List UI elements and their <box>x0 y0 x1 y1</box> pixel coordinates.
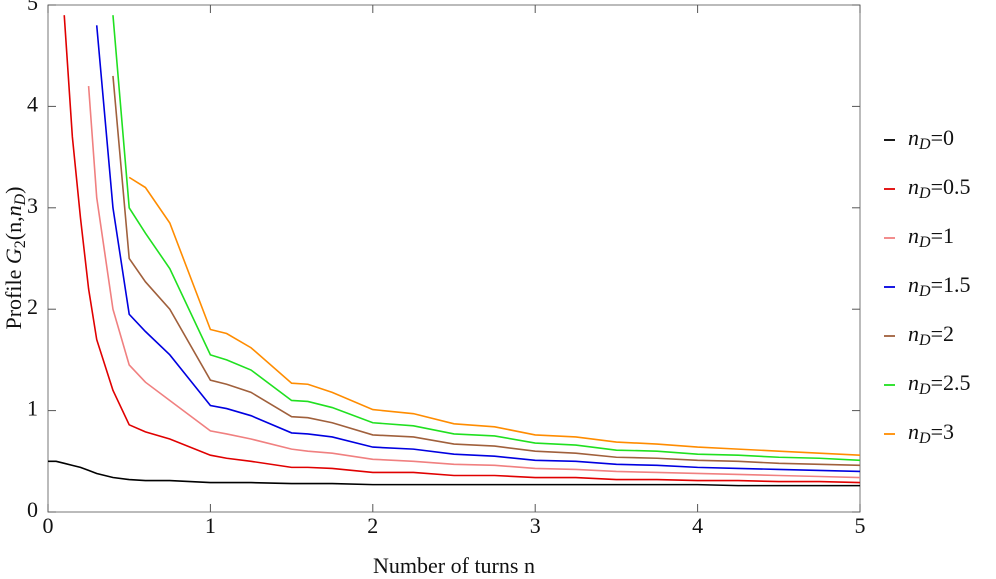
series-line <box>112 75 860 467</box>
series-line <box>63 15 860 484</box>
x-tick-label: 1 <box>205 513 216 538</box>
legend-label: nD​=2 <box>908 321 954 349</box>
legend-label: nD​=0.5 <box>908 174 970 202</box>
x-tick-label: 4 <box>692 513 703 538</box>
series-line <box>95 25 860 473</box>
y-tick-label: 1 <box>27 396 38 421</box>
x-axis-label: Number of turns n <box>373 553 535 578</box>
legend-label: nD​=1.5 <box>908 272 970 300</box>
plot-frame <box>47 4 861 513</box>
y-tick-label: 4 <box>27 91 38 116</box>
x-tick-label: 2 <box>367 513 378 538</box>
x-tick-label: 3 <box>530 513 541 538</box>
legend-label: nD​=1 <box>908 223 954 251</box>
y-tick-label: 0 <box>27 497 38 522</box>
series-line <box>87 86 860 479</box>
legend-label: nD​=3 <box>908 419 954 447</box>
y-tick-label: 2 <box>27 294 38 319</box>
legend-label: nD​=2.5 <box>908 370 970 398</box>
y-axis-label: Profile G2​(n,nD​) <box>1 187 29 330</box>
x-tick-label: 5 <box>855 513 866 538</box>
y-tick-label: 3 <box>27 193 38 218</box>
x-tick-label: 0 <box>43 513 54 538</box>
series-line <box>48 460 860 487</box>
series-line <box>112 15 860 462</box>
series-line <box>128 176 860 457</box>
y-tick-label: 5 <box>27 0 38 15</box>
legend-label: nD​=0 <box>908 125 954 153</box>
